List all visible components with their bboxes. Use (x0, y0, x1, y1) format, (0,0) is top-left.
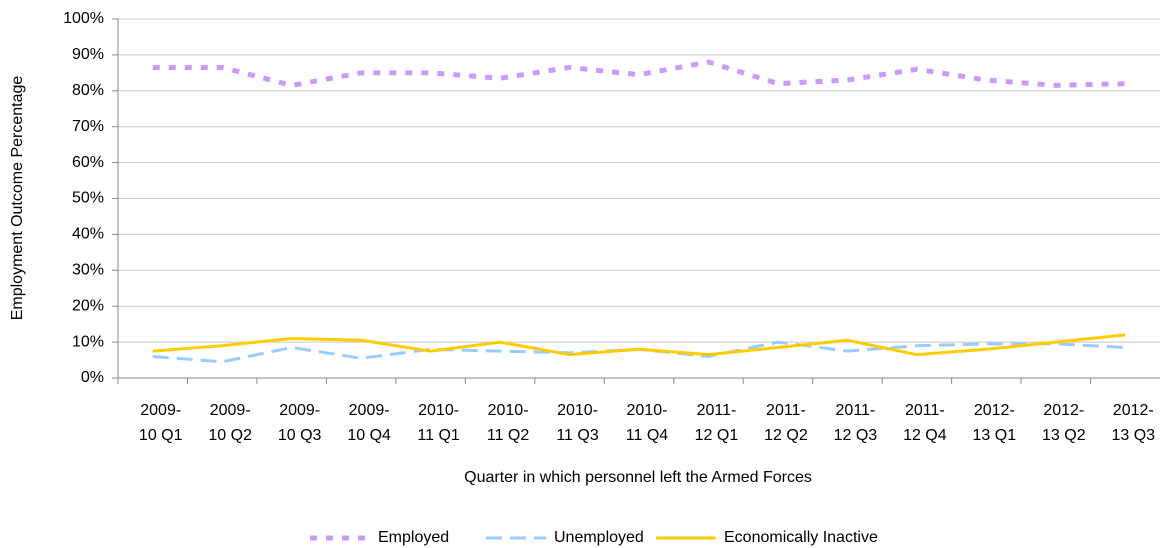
y-tick-label: 60% (72, 154, 104, 171)
y-tick-label: 100% (63, 10, 104, 27)
y-tick-label: 0% (81, 369, 104, 386)
series-line (152, 340, 1126, 364)
x-tick-label: 2011-12 Q4 (903, 402, 947, 444)
y-tick-label: 90% (72, 46, 104, 63)
x-tick-label: 2012-13 Q1 (972, 402, 1017, 444)
y-tick-label: 80% (72, 82, 104, 99)
x-tick-label: 2012-13 Q2 (1042, 402, 1086, 444)
legend-label: Economically Inactive (724, 529, 878, 546)
y-tick-label: 70% (72, 118, 104, 135)
x-tick-label: 2009-10 Q2 (208, 402, 252, 444)
x-tick-label: 2010-11 Q1 (417, 402, 460, 444)
x-tick-label: 2012-13 Q3 (1111, 402, 1156, 444)
legend-label: Employed (378, 529, 449, 546)
x-axis-title: Quarter in which personnel left the Arme… (464, 469, 812, 486)
y-tick-label: 20% (72, 297, 104, 314)
x-tick-label: 2011-12 Q2 (764, 402, 808, 444)
y-tick-label: 10% (72, 333, 104, 350)
x-tick-label: 2010-11 Q4 (625, 402, 669, 444)
x-tick-label: 2011-12 Q1 (694, 402, 739, 444)
x-tick-label: 2009-10 Q4 (347, 402, 391, 444)
y-tick-label: 30% (72, 262, 104, 279)
x-tick-label: 2009-10 Q1 (138, 402, 183, 444)
y-tick-label: 40% (72, 226, 104, 243)
y-axis-title: Employment Outcome Percentage (9, 76, 26, 321)
x-tick-label: 2009-10 Q3 (277, 402, 322, 444)
x-tick-label: 2011-12 Q3 (833, 402, 878, 444)
series-line (152, 333, 1126, 357)
series-line (152, 59, 1126, 88)
x-tick-label: 2010-11 Q2 (486, 402, 530, 444)
y-tick-label: 50% (72, 190, 104, 207)
legend-label: Unemployed (554, 529, 644, 546)
x-tick-label: 2010-11 Q3 (556, 402, 599, 444)
